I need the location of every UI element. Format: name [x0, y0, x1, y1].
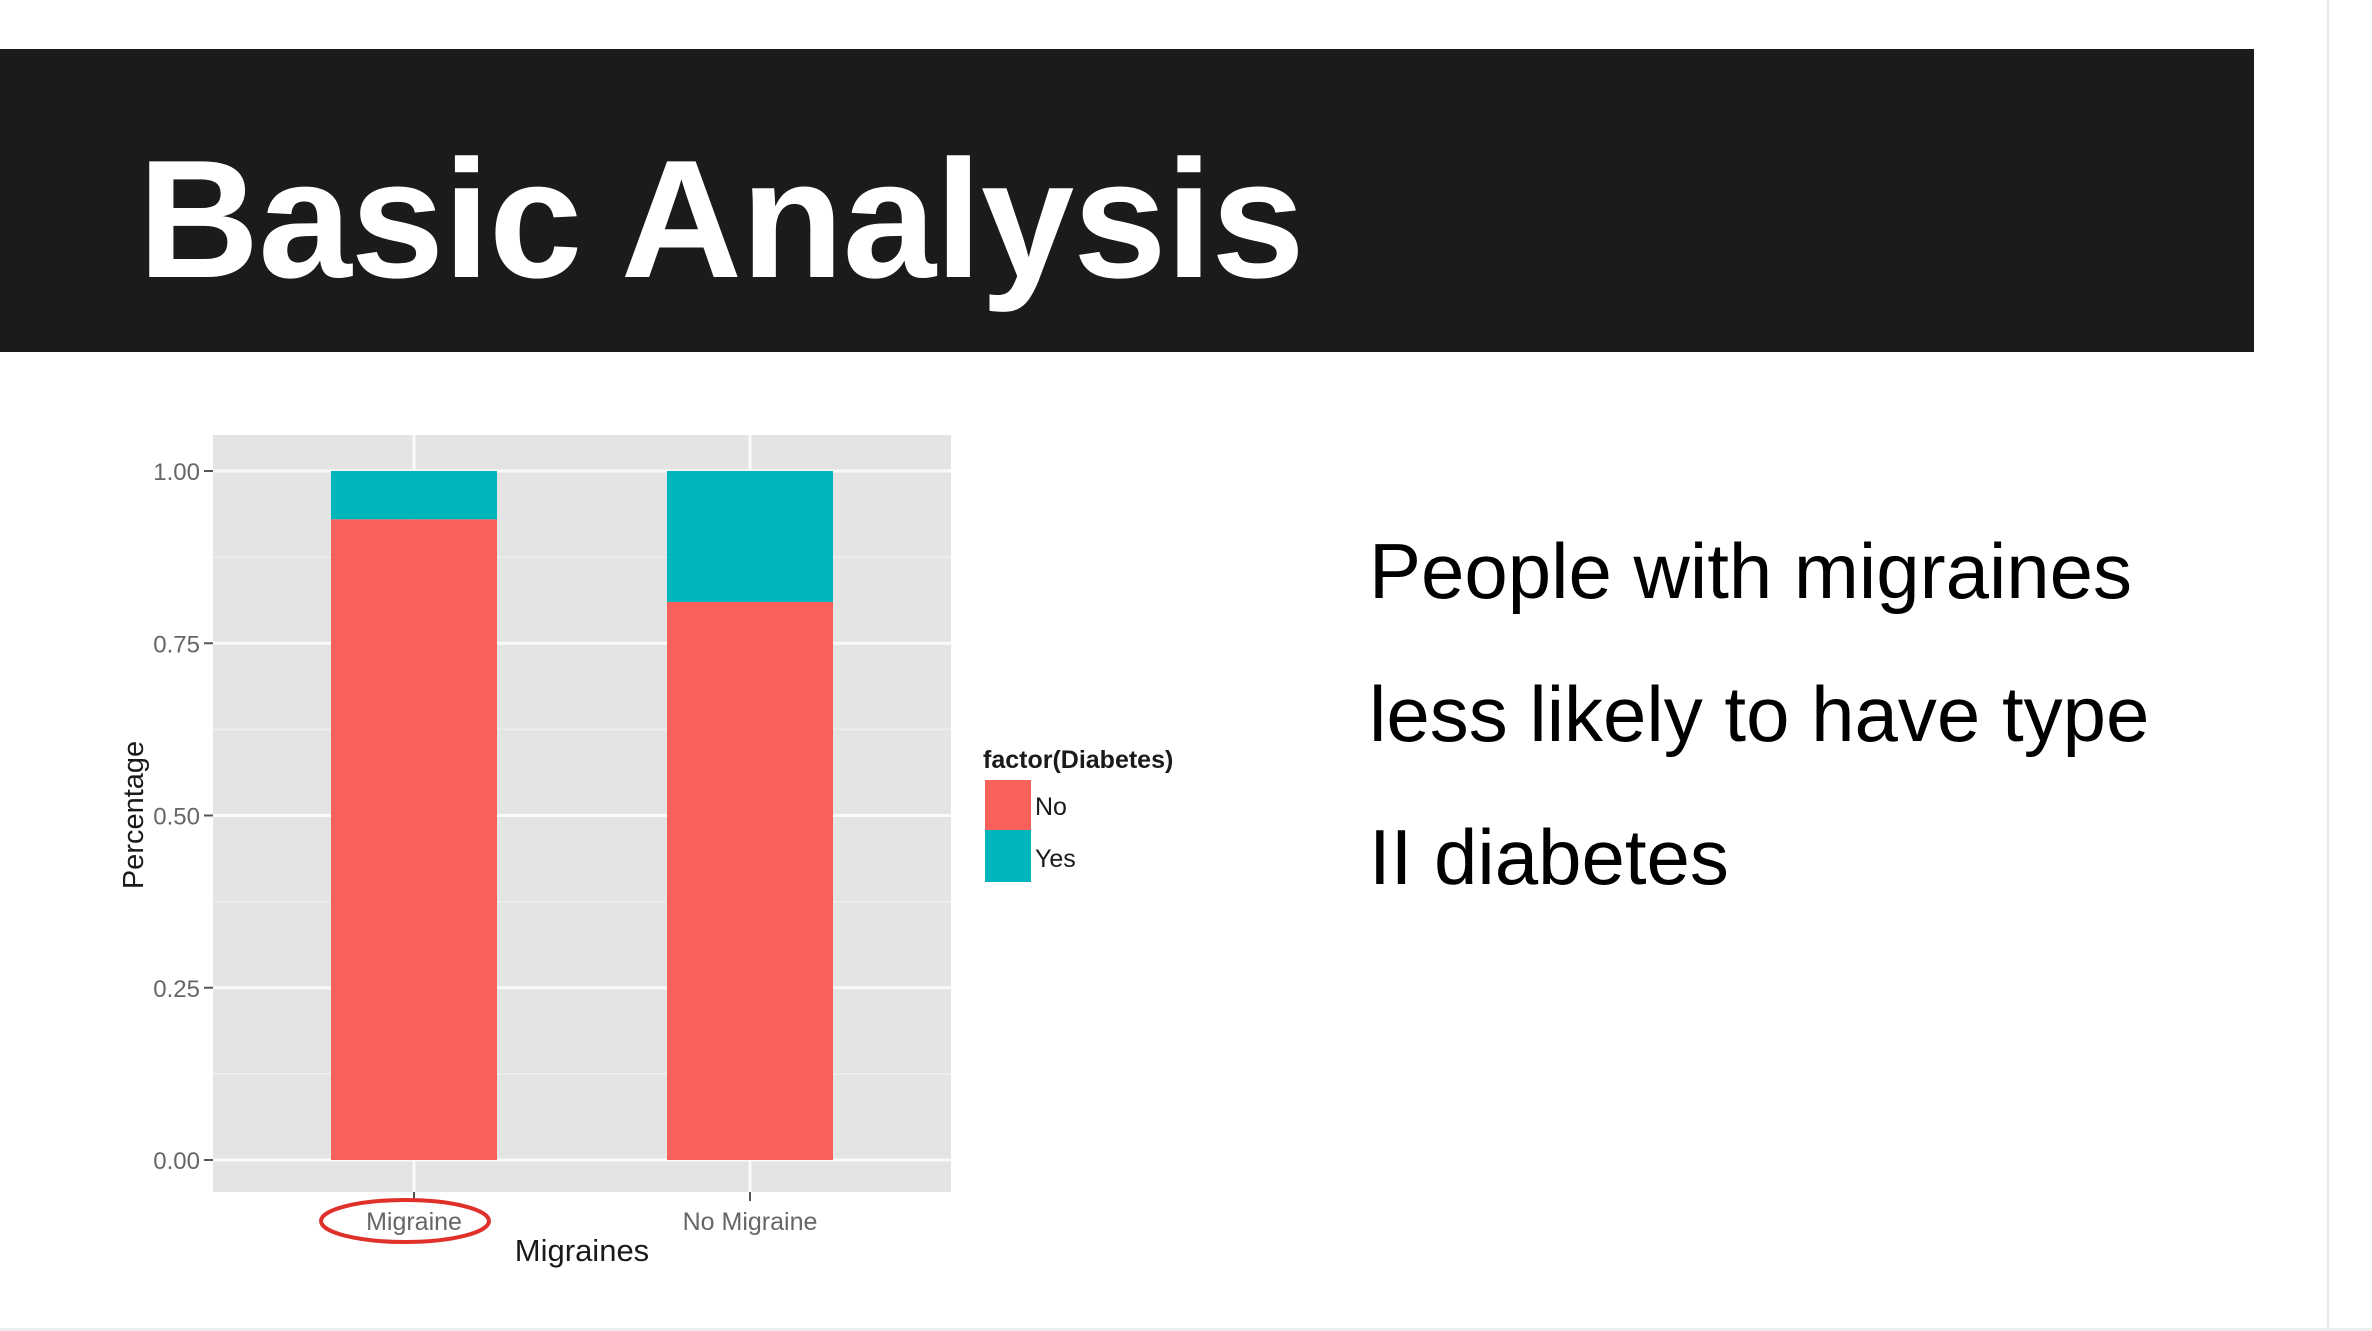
x-tick-label: Migraine	[366, 1208, 462, 1236]
legend-label-yes: Yes	[1035, 845, 1076, 873]
legend-swatch-yes	[985, 830, 1031, 882]
legend-swatch-no	[985, 780, 1031, 830]
y-tick-label: 0.00	[153, 1148, 200, 1175]
legend-title: factor(Diabetes)	[983, 746, 1173, 774]
slide-body-text: People with migraines less likely to hav…	[1369, 500, 2269, 929]
legend: factor(Diabetes) No Yes	[983, 746, 1173, 882]
chart-panel	[213, 435, 951, 1192]
bar-migraine-yes	[331, 471, 497, 520]
body-line-2: less likely to have type	[1369, 670, 2150, 758]
bar-migraine-no	[331, 519, 497, 1160]
body-line-3: II diabetes	[1369, 813, 1729, 901]
bar-no-migraine-yes	[667, 471, 833, 602]
y-tick-label: 0.50	[153, 804, 200, 831]
y-axis: 0.00 0.25 0.50 0.75 1.00	[153, 459, 213, 1175]
legend-label-no: No	[1035, 793, 1067, 821]
x-tick-label: No Migraine	[683, 1208, 818, 1236]
stacked-bar-chart: 0.00 0.25 0.50 0.75 1.00 Migraine No Migraine…	[118, 435, 1173, 1268]
y-tick-label: 1.00	[153, 459, 200, 486]
bar-no-migraine-no	[667, 601, 833, 1160]
y-tick-label: 0.75	[153, 631, 200, 658]
x-axis: Migraine No Migraine	[366, 1192, 817, 1236]
body-line-1: People with migraines	[1369, 527, 2133, 615]
x-axis-title: Migraines	[515, 1233, 649, 1268]
bars	[331, 471, 833, 1160]
slide-title: Basic Analysis	[138, 125, 1305, 313]
y-tick-label: 0.25	[153, 976, 200, 1003]
migraine-highlight-ellipse	[319, 1198, 491, 1244]
slide-bottom-edge	[0, 1328, 2372, 1331]
title-bar	[0, 49, 2254, 352]
slide-right-edge	[2327, 0, 2329, 1331]
y-axis-title: Percentage	[118, 741, 150, 889]
